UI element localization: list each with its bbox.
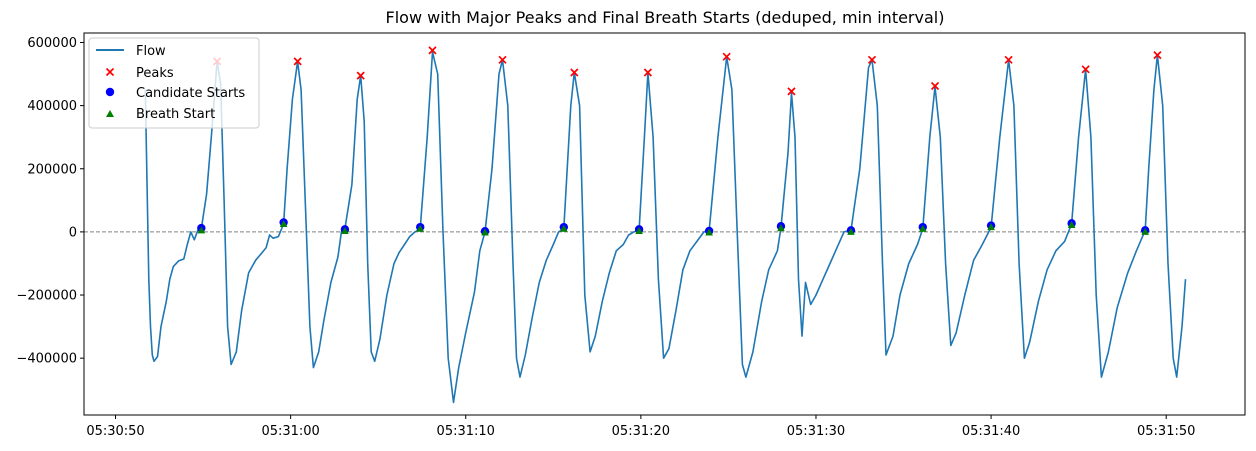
breath-start-point xyxy=(705,228,713,236)
breath-start-point xyxy=(197,226,206,234)
breath-start-point xyxy=(847,227,855,235)
flow-line xyxy=(144,51,1187,404)
peak-marker xyxy=(930,81,940,91)
breath-start-point xyxy=(279,220,288,227)
x-tick-label: 05:31:50 xyxy=(1137,424,1195,439)
peak-marker xyxy=(643,68,652,77)
breath-start-point xyxy=(1141,227,1149,235)
legend-candidate-starts-swatch xyxy=(105,87,115,97)
breath-start-point xyxy=(560,224,568,232)
y-tick-label: −200000 xyxy=(16,289,77,304)
plot-area xyxy=(84,46,1245,404)
y-tick-label: −400000 xyxy=(16,352,77,367)
legend-box xyxy=(88,37,260,129)
breath-start-point xyxy=(987,223,995,231)
y-tick-label: 200000 xyxy=(27,162,77,177)
x-tick-label: 05:31:10 xyxy=(437,424,495,439)
legend-flow-label: Flow xyxy=(136,44,166,59)
peak-marker xyxy=(498,55,507,64)
peak-marker xyxy=(787,87,796,96)
peak-marker xyxy=(1081,65,1090,74)
peak-marker xyxy=(1153,50,1162,60)
legend-peaks-swatch xyxy=(105,67,115,77)
y-tick-label: 0 xyxy=(69,225,77,240)
x-tick-label: 05:31:30 xyxy=(787,424,845,439)
breath-start-point xyxy=(777,224,785,232)
breath-start-point xyxy=(1067,220,1076,228)
peak-marker xyxy=(570,68,579,77)
breath-start-point xyxy=(341,226,349,234)
peak-marker xyxy=(867,55,877,64)
x-tick-label: 05:31:20 xyxy=(612,424,670,439)
y-tick-label: 400000 xyxy=(27,99,77,114)
breath-start-point xyxy=(635,226,643,234)
peak-marker xyxy=(293,57,302,66)
breath-start-point xyxy=(918,224,927,232)
axes-frame xyxy=(83,32,1246,416)
peak-marker xyxy=(356,71,365,80)
peak-marker xyxy=(722,52,731,61)
legend-peaks-label: Peaks xyxy=(136,66,174,81)
breath-start-point xyxy=(416,224,425,232)
y-tick-label: 600000 xyxy=(27,36,77,51)
x-tick-label: 05:30:50 xyxy=(86,424,144,439)
x-tick-label: 05:31:00 xyxy=(261,424,319,439)
axis-ticks: 600000 400000 200000 0 −200000 −400000 05:30:5… xyxy=(16,36,1195,439)
x-tick-label: 05:31:40 xyxy=(962,424,1020,439)
legend-candidate-starts-label: Candidate Starts xyxy=(136,86,245,101)
legend: Flow Peaks Candidate Starts Breath Start xyxy=(88,37,260,129)
legend-breath-start-label: Breath Start xyxy=(136,107,215,122)
breath-start-point xyxy=(481,228,489,236)
peak-marker xyxy=(428,46,437,55)
peak-marker xyxy=(1004,55,1013,64)
legend-breath-start-swatch xyxy=(106,110,114,117)
chart-title: Flow with Major Peaks and Final Breath S… xyxy=(386,8,945,27)
